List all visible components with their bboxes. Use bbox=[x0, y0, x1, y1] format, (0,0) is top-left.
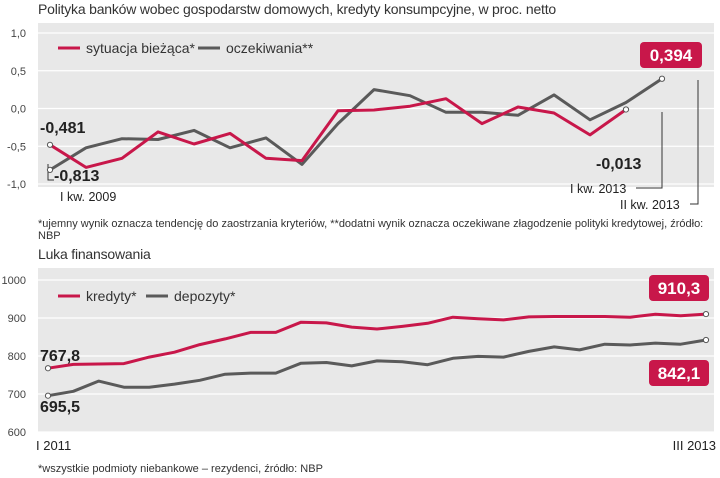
chart1-plot-area bbox=[38, 23, 714, 187]
leader-end-current bbox=[636, 112, 663, 189]
callout-end-deposit: 842,1 bbox=[658, 364, 701, 383]
legend-label-deposits: depozyty* bbox=[174, 288, 236, 304]
chart2-point-marker-end bbox=[702, 336, 710, 344]
chart2-y-tick-label: 800 bbox=[8, 351, 26, 363]
legend-label-expectations: oczekiwania** bbox=[226, 40, 314, 56]
callout-start-credit: 767,8 bbox=[40, 348, 80, 365]
callout-start-expect: -0,813 bbox=[54, 168, 99, 185]
legend-label-credits: kredyty* bbox=[86, 288, 137, 304]
chart2-point-marker-start bbox=[44, 392, 52, 399]
chart1-point-marker-end bbox=[658, 75, 666, 82]
chart2-plot-area bbox=[38, 268, 714, 432]
callout-start-current: -0,481 bbox=[40, 120, 85, 137]
chart1-y-tick-label: -0,5 bbox=[7, 141, 26, 153]
chart1-y-tick-label: 0,5 bbox=[11, 66, 26, 78]
chart1-y-tick-label: 1,0 bbox=[11, 28, 26, 40]
callout-end-deposit-box bbox=[649, 360, 709, 386]
chart2-point-marker-start bbox=[44, 365, 52, 372]
callout-end-credit-box bbox=[649, 275, 709, 301]
chart2-y-tick-label: 600 bbox=[8, 427, 26, 439]
chart1-point-marker-start bbox=[46, 166, 54, 173]
chart2-y-tick-label: 1000 bbox=[2, 275, 26, 287]
chart1-footnote: *ujemny wynik oznacza tendencję do zaost… bbox=[38, 218, 704, 242]
leader-end-expect bbox=[690, 80, 699, 205]
chart1-series-line-primary bbox=[48, 97, 628, 169]
chart2-y-tick-label: 900 bbox=[8, 313, 26, 325]
chart1-point-marker-start bbox=[46, 141, 54, 148]
legend-label-current: sytuacja bieżąca* bbox=[86, 40, 196, 56]
chart2-series-line-secondary bbox=[46, 338, 708, 398]
chart2-series-line-primary bbox=[46, 312, 708, 370]
chart2-point-marker-end bbox=[702, 310, 710, 318]
chart2-y-tick-label: 700 bbox=[8, 389, 26, 401]
chart1-point-marker-end bbox=[622, 106, 630, 113]
chart2-footnote: *wszystkie podmioty niebankowe – rezyden… bbox=[38, 463, 323, 475]
callout-end-current: -0,013 bbox=[596, 156, 641, 173]
chart1-y-tick-label: -1,0 bbox=[7, 179, 26, 191]
x-label-start: I 2011 bbox=[36, 438, 71, 453]
callout-start-deposit: 695,5 bbox=[40, 399, 80, 416]
label-start-period: I kw. 2009 bbox=[60, 190, 116, 204]
chart1-title: Polityka banków wobec gospodarstw domowy… bbox=[38, 1, 557, 17]
chart2-title: Luka finansowania bbox=[38, 246, 151, 262]
chart1-series-line-secondary bbox=[48, 77, 664, 172]
chart1-y-tick-label: 0,0 bbox=[11, 104, 26, 116]
label-end-expect-period: II kw. 2013 bbox=[620, 198, 680, 212]
label-end-current-period: I kw. 2013 bbox=[570, 182, 626, 196]
callout-end-credit: 910,3 bbox=[658, 279, 701, 298]
callout-end-expect: 0,394 bbox=[650, 46, 693, 65]
callout-end-expect-box bbox=[640, 42, 702, 68]
x-label-end: III 2013 bbox=[673, 438, 716, 453]
